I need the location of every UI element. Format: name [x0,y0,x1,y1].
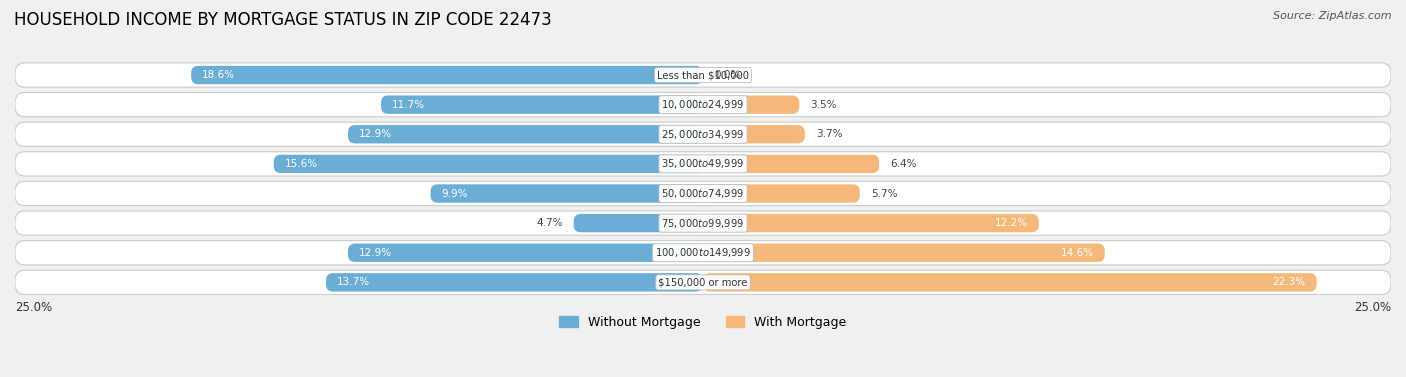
FancyBboxPatch shape [349,125,703,144]
Text: 11.7%: 11.7% [392,100,425,110]
Text: 4.7%: 4.7% [536,218,562,228]
FancyBboxPatch shape [191,66,703,84]
FancyBboxPatch shape [326,273,703,291]
FancyBboxPatch shape [703,214,1039,232]
Text: 12.9%: 12.9% [359,129,392,139]
FancyBboxPatch shape [15,270,1391,294]
Text: 13.7%: 13.7% [337,277,370,287]
Text: 3.7%: 3.7% [815,129,842,139]
FancyBboxPatch shape [703,184,860,203]
FancyBboxPatch shape [15,92,1391,117]
Text: $150,000 or more: $150,000 or more [658,277,748,287]
FancyBboxPatch shape [15,181,1391,205]
Text: Less than $10,000: Less than $10,000 [657,70,749,80]
Legend: Without Mortgage, With Mortgage: Without Mortgage, With Mortgage [554,311,852,334]
FancyBboxPatch shape [381,95,703,114]
FancyBboxPatch shape [15,241,1391,265]
Text: $50,000 to $74,999: $50,000 to $74,999 [661,187,745,200]
Text: HOUSEHOLD INCOME BY MORTGAGE STATUS IN ZIP CODE 22473: HOUSEHOLD INCOME BY MORTGAGE STATUS IN Z… [14,11,551,29]
Text: 18.6%: 18.6% [202,70,235,80]
Text: $100,000 to $149,999: $100,000 to $149,999 [655,246,751,259]
FancyBboxPatch shape [574,214,703,232]
Text: 5.7%: 5.7% [870,188,897,199]
Text: 15.6%: 15.6% [284,159,318,169]
FancyBboxPatch shape [349,244,703,262]
Text: 25.0%: 25.0% [15,301,52,314]
FancyBboxPatch shape [703,273,1316,291]
FancyBboxPatch shape [15,211,1391,235]
FancyBboxPatch shape [15,152,1391,176]
Text: Source: ZipAtlas.com: Source: ZipAtlas.com [1274,11,1392,21]
FancyBboxPatch shape [430,184,703,203]
FancyBboxPatch shape [274,155,703,173]
Text: $75,000 to $99,999: $75,000 to $99,999 [661,217,745,230]
Text: 22.3%: 22.3% [1272,277,1306,287]
FancyBboxPatch shape [15,122,1391,146]
Text: 12.2%: 12.2% [994,218,1028,228]
FancyBboxPatch shape [703,244,1105,262]
Text: $10,000 to $24,999: $10,000 to $24,999 [661,98,745,111]
Text: 0.0%: 0.0% [714,70,740,80]
FancyBboxPatch shape [703,125,804,144]
Text: 14.6%: 14.6% [1060,248,1094,258]
FancyBboxPatch shape [703,95,800,114]
Text: 25.0%: 25.0% [1354,301,1391,314]
Text: 6.4%: 6.4% [890,159,917,169]
Text: $25,000 to $34,999: $25,000 to $34,999 [661,128,745,141]
Text: 3.5%: 3.5% [810,100,837,110]
FancyBboxPatch shape [15,63,1391,87]
FancyBboxPatch shape [703,155,879,173]
Text: 12.9%: 12.9% [359,248,392,258]
Text: $35,000 to $49,999: $35,000 to $49,999 [661,157,745,170]
Text: 9.9%: 9.9% [441,188,468,199]
